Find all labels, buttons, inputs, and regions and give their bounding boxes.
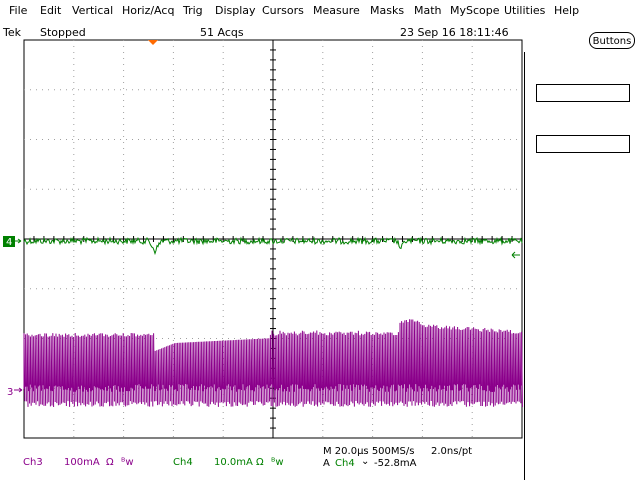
trigger-slope-icon: ⌄ [361,456,370,467]
trigger-source-label: A [323,458,330,469]
side-readout-box-2[interactable] [536,135,630,153]
waveform-display: 4 3 [3,39,523,439]
ch3-ground-marker-label: 3 [7,387,13,398]
menu-file[interactable]: File [9,4,28,17]
ch3-ground-marker-arrow [14,387,23,393]
brand-label: Tek [3,26,21,39]
ch3-waveform-trace [23,319,523,408]
ch4-name: Ch4 [173,457,193,468]
resolution-readout: 2.0ns/pt [431,446,473,457]
menu-edit[interactable]: Edit [40,4,62,17]
menu-bar: File Edit Vertical Horiz/Acq Trig Displa… [0,0,640,22]
ch3-name: Ch3 [23,457,43,468]
ch4-ground-marker [3,236,15,247]
menu-masks[interactable]: Masks [370,4,405,17]
menu-display[interactable]: Display [215,4,256,17]
trigger-channel-label: Ch4 [335,458,355,469]
side-readout-box-1[interactable] [536,84,630,102]
ch4-waveform-trace [23,236,523,256]
menu-measure[interactable]: Measure [313,4,360,17]
buttons-toggle-button[interactable]: Buttons [589,32,635,49]
ch4-bandwidth: ᴮw [271,457,284,468]
trigger-level-readout: -52.8mA [374,458,417,469]
ch4-ground-marker-arrow [15,238,22,244]
menu-help[interactable]: Help [554,4,580,17]
display-right-border [524,52,525,480]
menu-utilities[interactable]: Utilities [504,4,546,17]
date-time-label: 23 Sep 16 18:11:46 [400,26,509,39]
menu-math[interactable]: Math [414,4,442,17]
ch3-bandwidth: ᴮw [121,457,134,468]
timebase-readout: M 20.0µs 500MS/s [323,446,415,457]
menu-horiz-acq[interactable]: Horiz/Acq [122,4,175,17]
run-state-label: Stopped [40,26,86,39]
menu-trig[interactable]: Trig [183,4,203,17]
trigger-level-arrow [511,251,520,259]
acquisition-count: 51 Acqs [200,26,244,39]
ch4-scale: 10.0mA [214,457,253,468]
menu-vertical[interactable]: Vertical [72,4,114,17]
ch4-ground-marker-label: 4 [6,237,12,248]
menu-myscope[interactable]: MyScope [450,4,500,17]
ch3-impedance: Ω [106,457,114,468]
ch3-scale: 100mA [64,457,100,468]
trigger-position-marker [148,40,158,45]
menu-cursors[interactable]: Cursors [262,4,304,17]
ch4-impedance: Ω [256,457,264,468]
